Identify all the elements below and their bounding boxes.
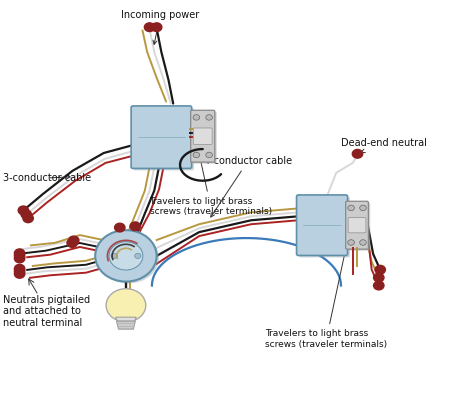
Polygon shape: [116, 317, 137, 321]
Circle shape: [374, 273, 384, 282]
Text: Travelers to light brass
screws (traveler terminals): Travelers to light brass screws (travele…: [150, 147, 272, 216]
Circle shape: [206, 152, 212, 158]
Text: 4-conductor cable: 4-conductor cable: [204, 156, 292, 217]
Circle shape: [348, 240, 355, 245]
Circle shape: [360, 205, 366, 211]
Circle shape: [193, 152, 200, 158]
Circle shape: [348, 205, 355, 211]
FancyBboxPatch shape: [193, 128, 212, 145]
Circle shape: [23, 214, 33, 223]
Polygon shape: [117, 321, 136, 329]
Circle shape: [14, 249, 25, 258]
Circle shape: [98, 232, 159, 283]
FancyBboxPatch shape: [348, 218, 366, 233]
Circle shape: [14, 254, 25, 263]
Circle shape: [152, 23, 162, 31]
Circle shape: [109, 242, 143, 270]
Circle shape: [95, 230, 156, 281]
Circle shape: [115, 223, 125, 232]
FancyBboxPatch shape: [191, 110, 215, 162]
FancyBboxPatch shape: [346, 201, 368, 249]
Circle shape: [69, 236, 79, 245]
Text: Travelers to light brass
screws (traveler terminals): Travelers to light brass screws (travele…: [265, 242, 387, 349]
Circle shape: [18, 206, 28, 215]
Circle shape: [352, 149, 363, 158]
Circle shape: [206, 115, 212, 120]
FancyBboxPatch shape: [299, 197, 350, 257]
FancyBboxPatch shape: [192, 112, 217, 164]
Circle shape: [67, 239, 77, 247]
Circle shape: [106, 289, 146, 322]
FancyBboxPatch shape: [297, 195, 347, 255]
FancyBboxPatch shape: [347, 203, 370, 251]
Circle shape: [14, 270, 25, 278]
Circle shape: [14, 252, 25, 260]
FancyBboxPatch shape: [134, 108, 194, 170]
FancyBboxPatch shape: [131, 106, 191, 168]
Circle shape: [193, 115, 200, 120]
Circle shape: [111, 253, 117, 258]
Text: Dead-end neutral: Dead-end neutral: [341, 138, 427, 153]
Circle shape: [145, 23, 155, 31]
Circle shape: [375, 265, 385, 274]
Circle shape: [130, 222, 140, 231]
Text: Neutrals pigtailed
and attached to
neutral terminal: Neutrals pigtailed and attached to neutr…: [3, 295, 90, 328]
Circle shape: [14, 267, 25, 276]
Circle shape: [374, 281, 384, 290]
Circle shape: [14, 264, 25, 273]
Circle shape: [360, 240, 366, 245]
Text: 3-conductor cable: 3-conductor cable: [3, 173, 91, 183]
Text: Incoming power: Incoming power: [121, 10, 200, 44]
Circle shape: [21, 210, 31, 219]
Circle shape: [135, 253, 141, 258]
